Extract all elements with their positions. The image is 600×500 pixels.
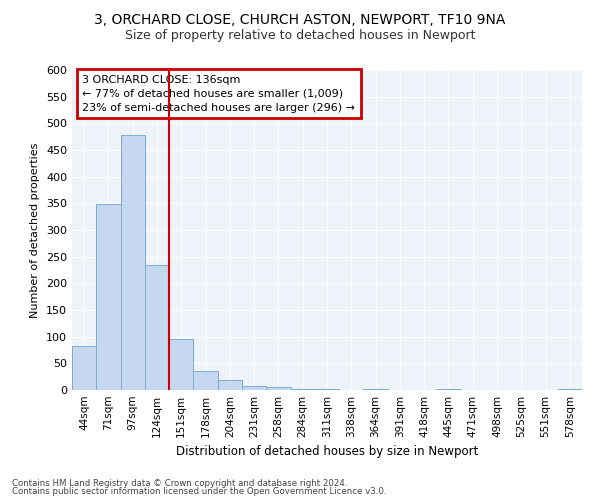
Bar [121,135,145,390]
Text: 3 ORCHARD CLOSE: 136sqm
← 77% of detached houses are smaller (1,009)
23% of semi: 3 ORCHARD CLOSE: 136sqm ← 77% of detache… [82,75,355,113]
Bar [145,265,169,390]
Text: Size of property relative to detached houses in Newport: Size of property relative to detached ho… [125,29,475,42]
Bar [218,380,242,390]
Bar [193,372,218,390]
X-axis label: Distribution of detached houses by size in Newport: Distribution of detached houses by size … [176,446,478,458]
Text: Contains public sector information licensed under the Open Government Licence v3: Contains public sector information licen… [12,487,386,496]
Bar [242,386,266,390]
Text: Contains HM Land Registry data © Crown copyright and database right 2024.: Contains HM Land Registry data © Crown c… [12,478,347,488]
Bar [96,204,121,390]
Bar [266,388,290,390]
Bar [72,346,96,390]
Y-axis label: Number of detached properties: Number of detached properties [31,142,40,318]
Text: 3, ORCHARD CLOSE, CHURCH ASTON, NEWPORT, TF10 9NA: 3, ORCHARD CLOSE, CHURCH ASTON, NEWPORT,… [94,12,506,26]
Bar [169,339,193,390]
